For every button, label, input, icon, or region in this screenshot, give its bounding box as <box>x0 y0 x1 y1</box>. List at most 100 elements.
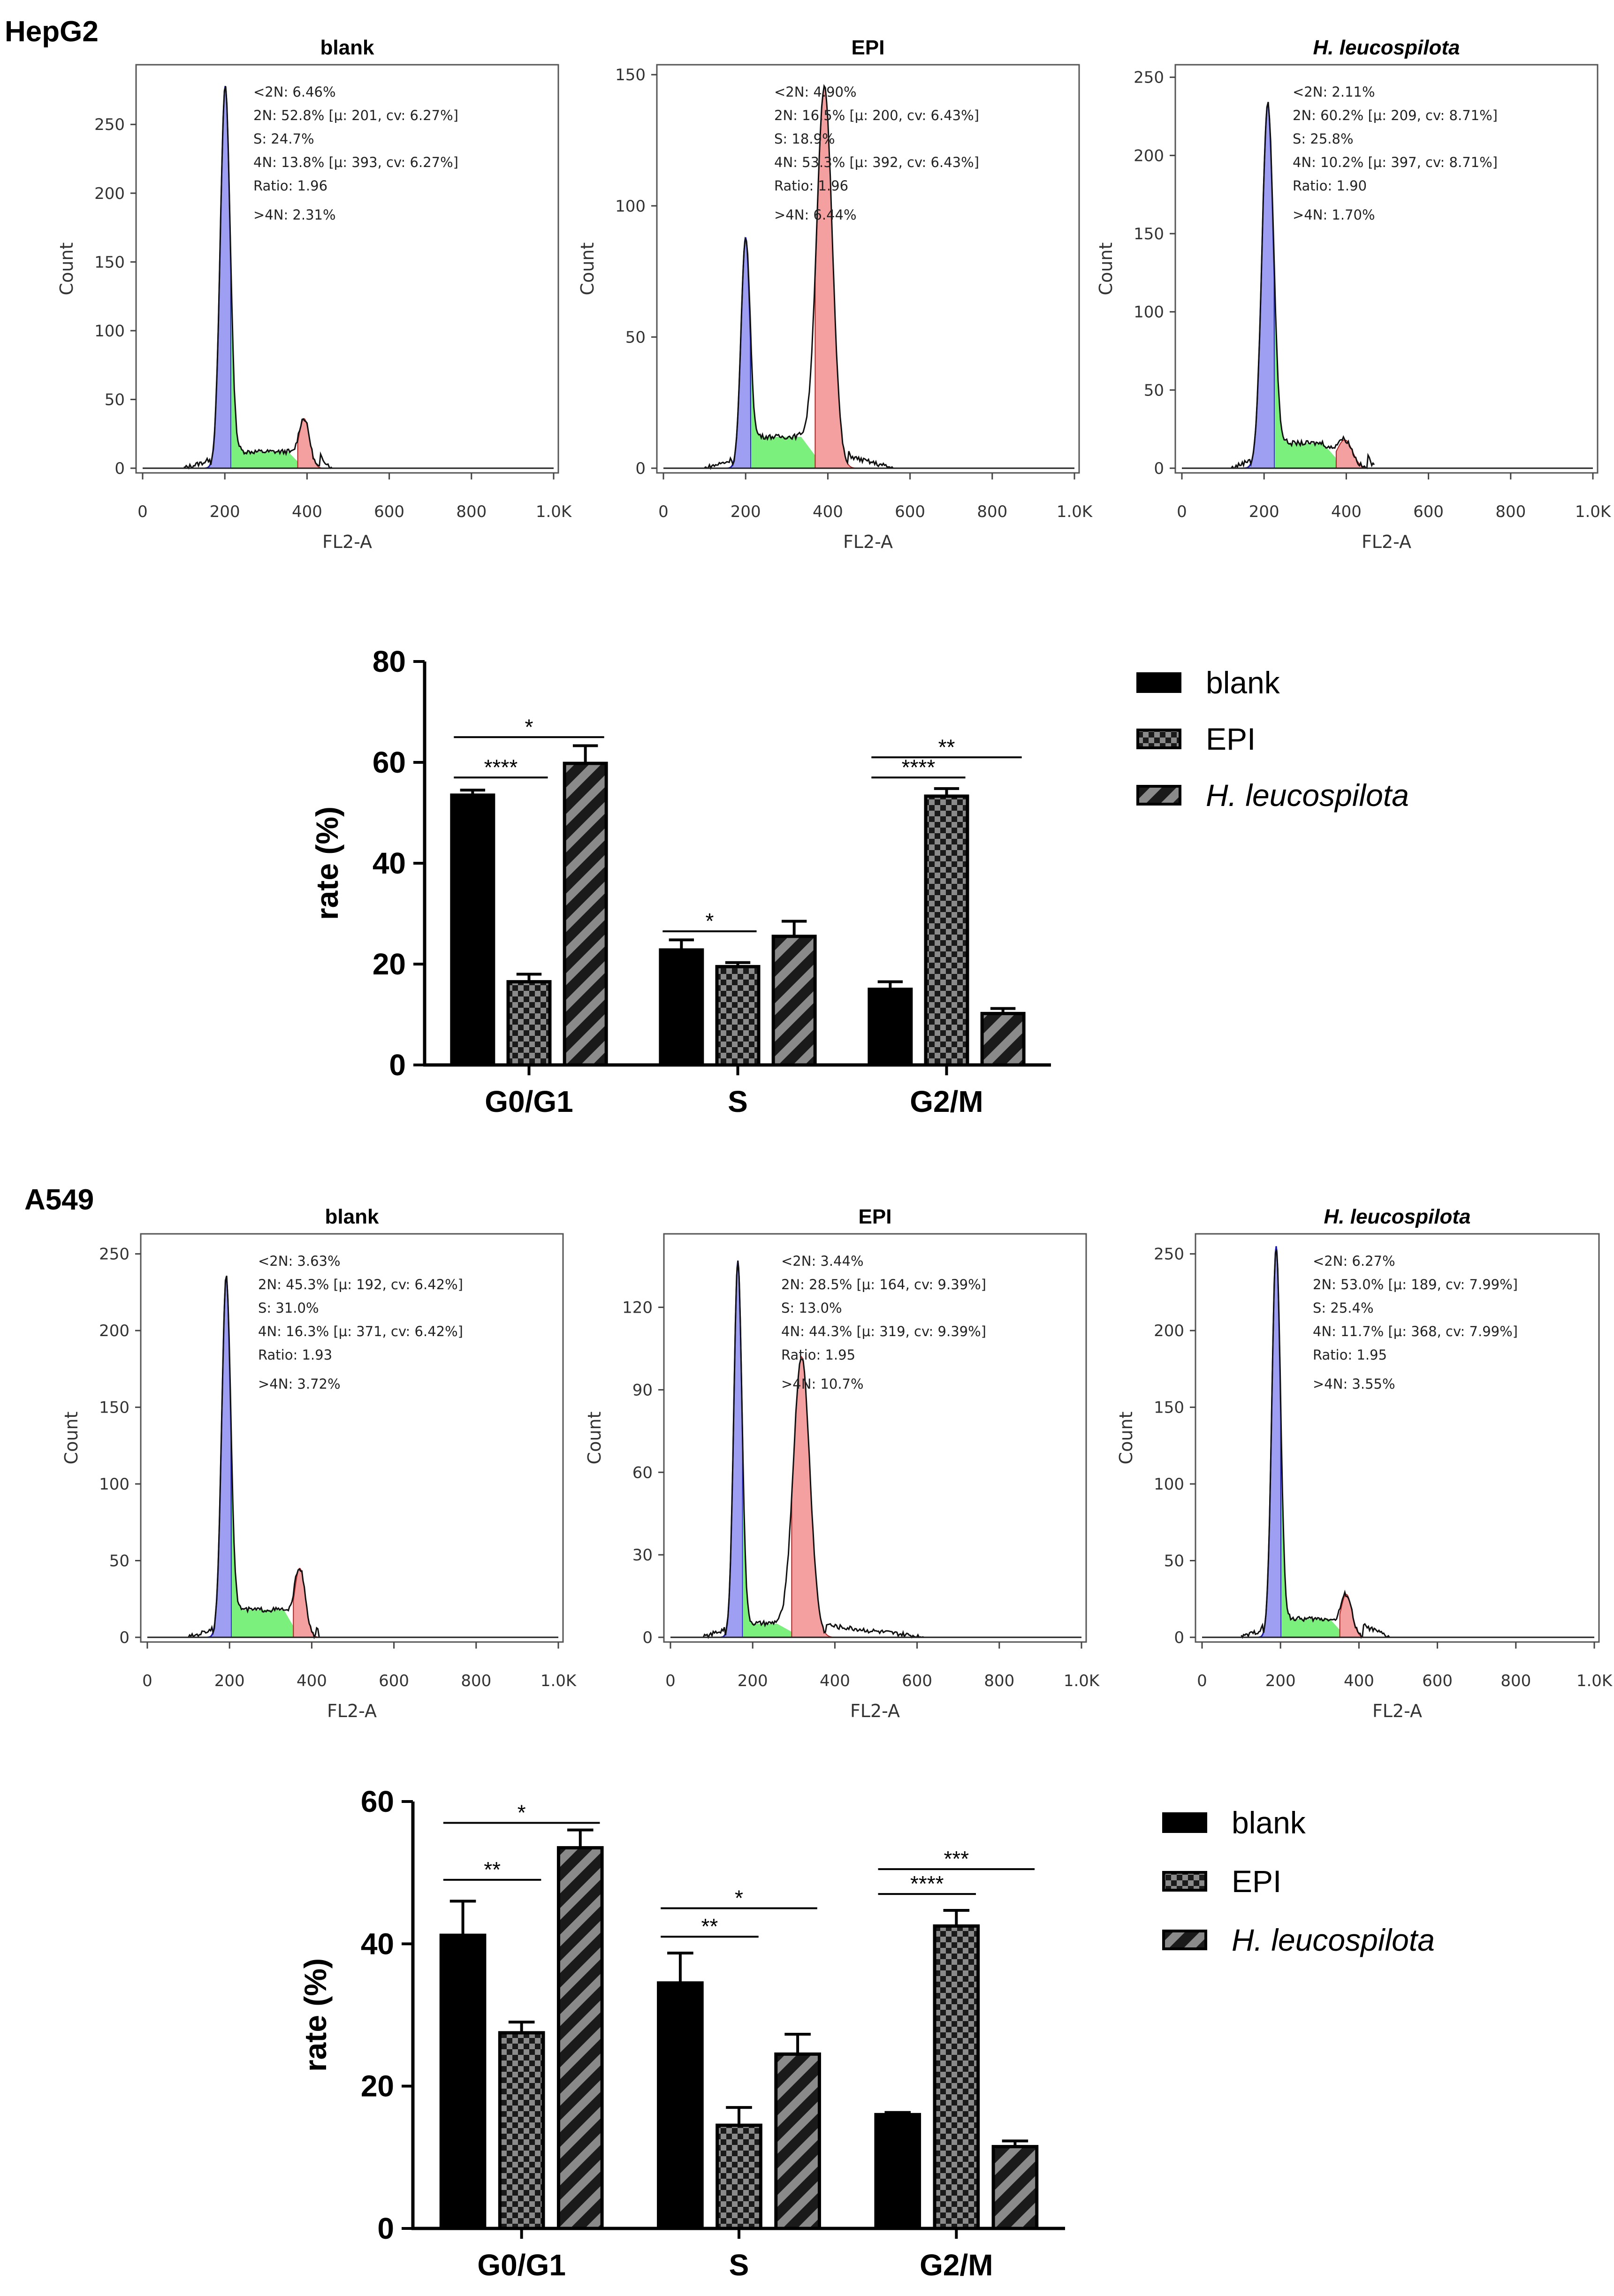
x-tick-label: 200 <box>738 1672 768 1690</box>
histogram-trace <box>704 84 894 470</box>
plot-title: EPI <box>852 36 885 59</box>
histogram-trace <box>188 1276 320 1640</box>
y-tick-label: 30 <box>632 1546 653 1565</box>
g1-peak-area <box>205 85 232 469</box>
g2-peak-area <box>293 1567 321 1638</box>
y-tick-label: 200 <box>99 1322 129 1340</box>
s-phase-area <box>231 1451 294 1637</box>
y-tick-label: 90 <box>632 1381 653 1399</box>
g2-peak-area <box>791 1356 835 1638</box>
x-tick-label: 0 <box>665 1672 676 1690</box>
bar <box>980 1011 1026 1067</box>
stat-line: Ratio: 1.95 <box>1313 1347 1387 1363</box>
stat-line: >4N: 10.7% <box>781 1376 864 1392</box>
bar <box>563 761 608 1067</box>
bar <box>924 794 969 1067</box>
stat-line: >4N: 3.55% <box>1313 1376 1395 1392</box>
stat-line: 4N: 53.3% [μ: 392, cv: 6.43%] <box>774 154 979 170</box>
bar <box>771 935 817 1067</box>
stat-line: 4N: 10.2% [μ: 397, cv: 8.71%] <box>1293 154 1498 170</box>
y-tick-label: 250 <box>99 1245 129 1264</box>
legend-swatch <box>1136 785 1181 806</box>
stat-line: Ratio: 1.90 <box>1293 178 1367 194</box>
legend-swatch <box>1162 1812 1207 1833</box>
s-phase-area <box>743 1448 792 1637</box>
stat-line: S: 25.4% <box>1313 1300 1374 1316</box>
y-tick-label: 150 <box>94 253 125 272</box>
s-phase-area <box>231 275 298 468</box>
x-tick-label: 1.0K <box>1064 1672 1100 1690</box>
bar <box>556 1846 604 2230</box>
y-tick-label: 100 <box>615 197 646 216</box>
g2-peak-area <box>1339 1594 1369 1638</box>
plot-frame <box>1195 1233 1600 1643</box>
bar <box>506 980 552 1067</box>
x-axis-label: FL2-A <box>843 532 893 552</box>
plot-title: blank <box>320 36 374 59</box>
x-tick-label: 200 <box>1249 502 1279 521</box>
x-tick-label: 0 <box>142 1672 152 1690</box>
stat-line: 2N: 53.0% [μ: 189, cv: 7.99%] <box>1313 1277 1518 1292</box>
x-axis-label: FL2-A <box>1362 532 1411 552</box>
x-tick-label: 600 <box>895 502 925 521</box>
x-category-label: G2/M <box>910 1085 983 1118</box>
y-axis-label: Count <box>61 1412 82 1465</box>
y-tick-label: 40 <box>373 846 406 880</box>
x-tick-label: 600 <box>1413 502 1444 521</box>
y-tick-label: 50 <box>105 390 125 409</box>
plot-frame <box>663 1233 1087 1643</box>
y-tick-label: 100 <box>94 322 125 341</box>
plot-title: EPI <box>859 1205 892 1228</box>
stat-line: <2N: 6.27% <box>1313 1253 1395 1269</box>
x-tick-label: 200 <box>1265 1672 1296 1690</box>
x-category-label: S <box>729 2248 749 2282</box>
s-phase-area <box>1274 281 1336 468</box>
y-tick-label: 200 <box>94 184 125 203</box>
stat-line: <2N: 6.46% <box>253 84 336 100</box>
y-tick-label: 250 <box>94 115 125 134</box>
y-tick-label: 200 <box>1154 1322 1184 1340</box>
y-axis-label: Count <box>584 1412 605 1465</box>
plot-title: blank <box>325 1205 379 1228</box>
y-axis-label: Count <box>56 243 77 296</box>
y-axis-label: Count <box>1096 243 1116 296</box>
stat-line: <2N: 2.11% <box>1293 84 1375 100</box>
y-axis-label: rate (%) <box>298 1958 333 2072</box>
y-tick-label: 0 <box>119 1628 129 1647</box>
y-tick-label: 50 <box>1164 1552 1184 1571</box>
y-axis-label: Count <box>1116 1412 1136 1465</box>
y-tick-label: 20 <box>361 2069 394 2103</box>
significance-label: **** <box>484 755 518 779</box>
stat-line: 4N: 16.3% [μ: 371, cv: 6.42%] <box>258 1323 463 1339</box>
plot-frame <box>1174 64 1599 474</box>
significance-label: * <box>518 1801 526 1825</box>
histogram-trace <box>1241 1249 1390 1639</box>
x-axis-label: FL2-A <box>322 532 372 552</box>
significance-label: * <box>735 1886 743 1910</box>
x-category-label: G2/M <box>920 2248 993 2282</box>
stat-line: Ratio: 1.96 <box>774 178 848 194</box>
y-tick-label: 60 <box>373 745 406 779</box>
histogram-trace <box>1230 102 1375 470</box>
bar <box>991 2145 1039 2230</box>
bar <box>439 1933 487 2230</box>
y-tick-label: 100 <box>1134 303 1164 322</box>
legend-swatch <box>1162 1871 1207 1892</box>
s-phase-area <box>1281 1439 1340 1637</box>
x-category-label: G0/G1 <box>477 2248 566 2282</box>
x-axis-label: FL2-A <box>850 1701 900 1721</box>
significance-label: ** <box>484 1857 501 1882</box>
x-tick-label: 200 <box>731 502 761 521</box>
histogram-hepg2-h-leucospilota: H. leucospilota 0 50 100 150 200 250 0 200 400 600… <box>1096 36 1612 552</box>
y-tick-label: 100 <box>1154 1475 1184 1494</box>
x-tick-label: 1.0K <box>536 502 572 521</box>
stat-line: <2N: 3.44% <box>781 1253 864 1269</box>
stat-line: 2N: 16.5% [μ: 200, cv: 6.43%] <box>774 107 979 123</box>
g2-peak-area <box>1335 439 1375 469</box>
y-axis-label: Count <box>577 243 598 296</box>
plot-title: H. leucospilota <box>1324 1205 1471 1228</box>
legend-swatch <box>1162 1930 1207 1950</box>
stat-line: 2N: 52.8% [μ: 201, cv: 6.27%] <box>253 107 458 123</box>
